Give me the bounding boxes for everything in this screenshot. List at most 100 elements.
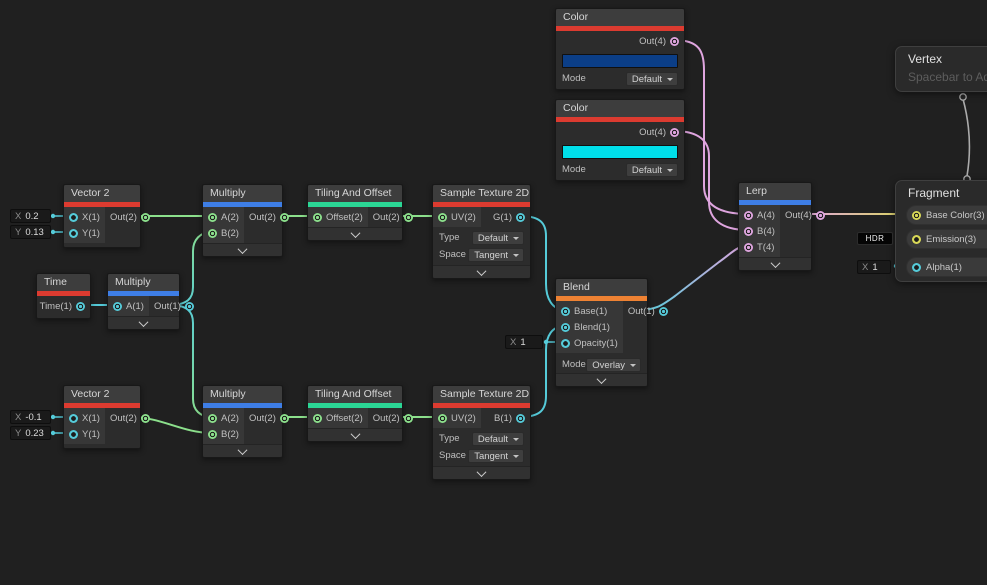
- wire-sample1-g-to-blend-base[interactable]: [519, 215, 566, 311]
- chevron-down-icon: [770, 257, 780, 268]
- port-x1[interactable]: [69, 212, 78, 222]
- vector2b-y-field[interactable]: Y 0.23: [10, 426, 51, 440]
- node-multiply-bottom[interactable]: Multiply A(2) B(2) Out(2): [202, 385, 289, 458]
- collapse-chevron[interactable]: [433, 265, 530, 278]
- node-blend[interactable]: Blend Base(1) Blend(1) Opacity(1) Out(1)…: [555, 278, 668, 387]
- node-tiling-offset-bottom[interactable]: Tiling And Offset Offset(2) Out(2): [307, 385, 413, 442]
- port-a1[interactable]: [113, 301, 122, 311]
- port-time1[interactable]: [76, 301, 85, 311]
- port-out2[interactable]: [403, 413, 413, 423]
- type-dropdown[interactable]: Default: [471, 431, 524, 446]
- field-value[interactable]: -0.1: [25, 411, 42, 423]
- collapse-chevron[interactable]: [108, 316, 179, 329]
- node-sample-texture-bottom[interactable]: Sample Texture 2D UV(2) B(1) Type Default…: [432, 385, 531, 480]
- fragment-row-emission[interactable]: Emission(3): [906, 229, 987, 249]
- node-color-1[interactable]: Color Out(4) Mode Default: [555, 8, 685, 90]
- space-dropdown[interactable]: Tangent: [468, 448, 524, 463]
- port-offset2[interactable]: [313, 413, 322, 423]
- accent-bar: [64, 403, 140, 408]
- port-out2[interactable]: [279, 212, 289, 222]
- port-y1[interactable]: [69, 228, 78, 238]
- port-a4[interactable]: [744, 210, 753, 220]
- wire-sample2-b-to-blend-blend[interactable]: [519, 325, 566, 418]
- port-x1[interactable]: [69, 413, 78, 423]
- port-g1[interactable]: [516, 212, 525, 222]
- collapse-chevron[interactable]: [556, 373, 647, 386]
- node-color-2[interactable]: Color Out(4) Mode Default: [555, 99, 685, 181]
- port-out4[interactable]: [670, 127, 679, 137]
- port-blend1[interactable]: [561, 322, 570, 332]
- port-out2[interactable]: [403, 212, 413, 222]
- port-out1[interactable]: [658, 306, 668, 316]
- port-y1[interactable]: [69, 429, 78, 439]
- wire-color1-out-to-lerp-a[interactable]: [673, 39, 749, 215]
- port-label: A(2): [221, 211, 239, 223]
- mode-dropdown[interactable]: Default: [625, 71, 678, 86]
- port-out4[interactable]: [815, 210, 825, 220]
- port-out2[interactable]: [140, 212, 150, 222]
- vector2a-x-field[interactable]: X 0.2: [10, 209, 51, 223]
- port-b2[interactable]: [208, 429, 217, 439]
- node-vector2-bottom[interactable]: Vector 2 X(1) Y(1) Out(2): [63, 385, 150, 449]
- port-b2[interactable]: [208, 228, 217, 238]
- fragment-row-base-color[interactable]: Base Color(3): [906, 205, 987, 225]
- port-b1[interactable]: [516, 413, 525, 423]
- field-value[interactable]: 1: [872, 261, 878, 273]
- color-swatch[interactable]: [562, 145, 678, 159]
- space-dropdown[interactable]: Tangent: [468, 247, 524, 262]
- field-value[interactable]: 0.13: [25, 226, 44, 238]
- fragment-context-block[interactable]: Fragment Base Color(3) Emission(3) Alpha…: [895, 180, 987, 282]
- port-out4[interactable]: [670, 36, 679, 46]
- node-lerp[interactable]: Lerp A(4) B(4) T(4) Out(4): [738, 182, 825, 271]
- port-alpha1[interactable]: [912, 262, 921, 272]
- node-tiling-offset-top[interactable]: Tiling And Offset Offset(2) Out(2): [307, 184, 413, 241]
- port-uv2[interactable]: [438, 413, 447, 423]
- add-block-placeholder[interactable]: Spacebar to Add: [908, 70, 987, 84]
- fragment-row-alpha[interactable]: Alpha(1): [906, 257, 987, 277]
- vertex-connector-dot[interactable]: [959, 93, 967, 101]
- color-swatch[interactable]: [562, 54, 678, 68]
- wire-color2-out-to-lerp-b[interactable]: [673, 130, 749, 231]
- collapse-chevron[interactable]: [433, 466, 530, 479]
- node-vector2-top[interactable]: Vector 2 X(1) Y(1) Out(2): [63, 184, 150, 248]
- port-offset2[interactable]: [313, 212, 322, 222]
- port-label: Base(1): [574, 305, 608, 317]
- emission-hdr-field[interactable]: HDR: [857, 232, 893, 245]
- port-emission3[interactable]: [912, 234, 921, 244]
- field-value[interactable]: 0.23: [25, 427, 44, 439]
- port-out1[interactable]: [184, 301, 194, 311]
- port-t4[interactable]: [744, 242, 753, 252]
- field-value[interactable]: 0.2: [25, 210, 39, 222]
- wire-vertex-to-fragment[interactable]: [962, 98, 971, 177]
- port-out2[interactable]: [140, 413, 150, 423]
- collapse-chevron[interactable]: [308, 428, 402, 441]
- field-value[interactable]: 1: [520, 336, 526, 348]
- port-a2[interactable]: [208, 413, 217, 423]
- port-base-color3[interactable]: [912, 210, 921, 220]
- port-base1[interactable]: [561, 306, 570, 316]
- vertex-context-block[interactable]: Vertex Spacebar to Add: [895, 46, 987, 92]
- port-opacity1[interactable]: [561, 338, 570, 348]
- collapse-chevron[interactable]: [203, 444, 282, 457]
- port-label: Y(1): [82, 428, 100, 440]
- vector2a-y-field[interactable]: Y 0.13: [10, 225, 51, 239]
- type-dropdown[interactable]: Default: [471, 230, 524, 245]
- collapse-chevron[interactable]: [739, 257, 811, 270]
- node-sample-texture-top[interactable]: Sample Texture 2D UV(2) G(1) Type Default…: [432, 184, 531, 279]
- collapse-chevron[interactable]: [203, 243, 282, 256]
- collapse-chevron[interactable]: [308, 227, 402, 240]
- port-a2[interactable]: [208, 212, 217, 222]
- port-uv2[interactable]: [438, 212, 447, 222]
- mode-dropdown[interactable]: Default: [625, 162, 678, 177]
- vector2b-x-field[interactable]: X -0.1: [10, 410, 51, 424]
- node-multiply-time[interactable]: Multiply A(1) Out(1): [107, 273, 194, 330]
- node-title: Multiply: [203, 386, 282, 403]
- port-out2[interactable]: [279, 413, 289, 423]
- node-time[interactable]: Time Time(1): [36, 273, 91, 319]
- port-b4[interactable]: [744, 226, 753, 236]
- mode-dropdown[interactable]: Overlay: [586, 357, 641, 372]
- node-multiply-top[interactable]: Multiply A(2) B(2) Out(2): [202, 184, 289, 257]
